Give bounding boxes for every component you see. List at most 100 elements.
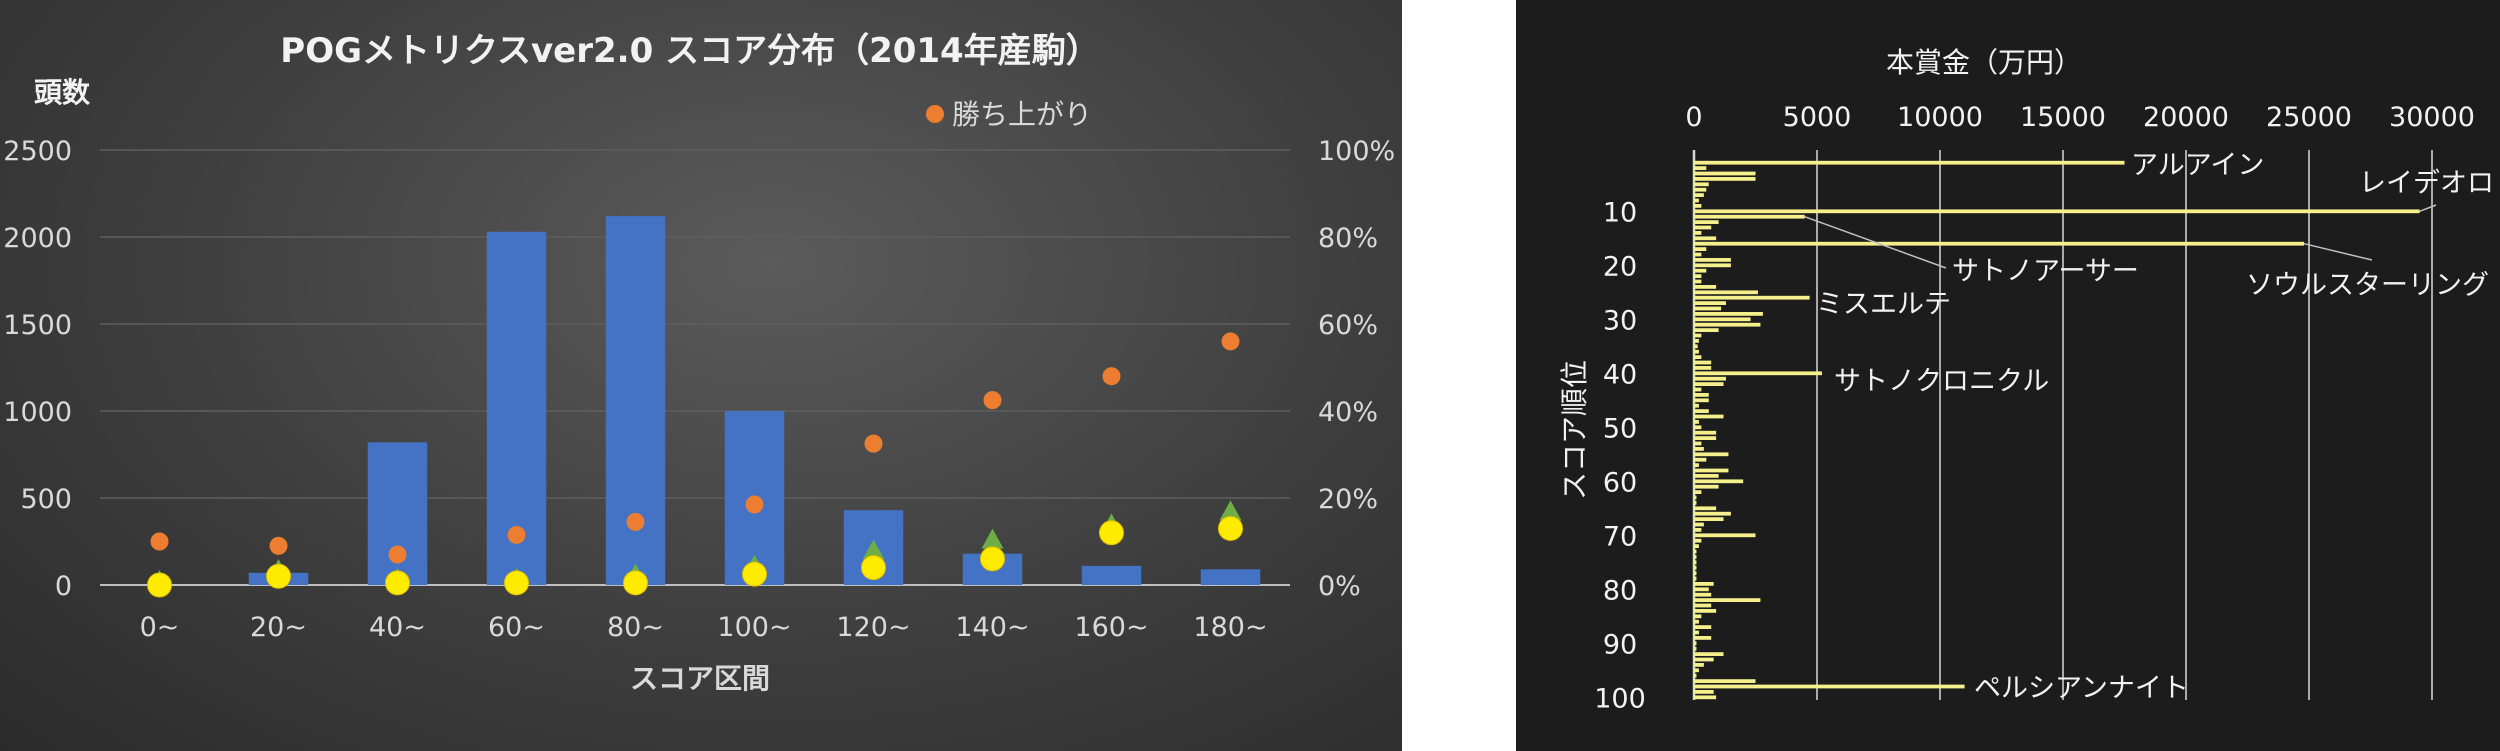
win-rate-point xyxy=(1102,367,1121,386)
x-tick-label: 5000 xyxy=(1783,102,1852,133)
triangle-point xyxy=(981,528,1004,549)
x-tick-label: 20000 xyxy=(2143,102,2229,133)
yellow-point xyxy=(504,570,529,596)
bar xyxy=(1694,160,2125,165)
x-tick-label: 30000 xyxy=(2389,102,2475,133)
bar xyxy=(1081,565,1142,585)
bar xyxy=(1694,312,1763,316)
y-tick-label: 50 xyxy=(1603,413,1637,444)
right-bars xyxy=(1694,160,2420,700)
bar xyxy=(1694,263,1731,268)
bar xyxy=(1694,490,1702,494)
bar xyxy=(1694,609,1717,613)
bar-annotation: サトノクロニクル xyxy=(1834,366,2049,397)
x-tick-label: 25000 xyxy=(2266,102,2352,133)
bar xyxy=(1694,679,1756,683)
bar xyxy=(1694,479,1744,484)
bar xyxy=(1694,236,1717,241)
yellow-point xyxy=(623,570,648,596)
yellow-point xyxy=(1099,520,1124,546)
bar xyxy=(1694,587,1709,592)
score-distribution-chart: 0 500 1000 1500 2000 2500 0% 20% 40% 60% 80% 100% 0~… xyxy=(0,0,1402,751)
win-rate-point xyxy=(150,532,169,551)
bar xyxy=(1694,528,1702,532)
bar xyxy=(1694,258,1731,262)
bar xyxy=(1694,549,1697,554)
bar xyxy=(1694,484,1719,489)
right-axis-labels: 0 5000 10000 15000 20000 25000 30000 10 20 30 40 50… xyxy=(1594,102,2475,714)
bar xyxy=(1694,231,1702,235)
bar xyxy=(1694,614,1702,619)
bar xyxy=(1694,506,1717,511)
win-rate-point xyxy=(1221,332,1240,351)
x-tick-label: 100~ xyxy=(717,612,791,643)
bar-annotation: ソウルスターリング xyxy=(2246,270,2489,301)
bar xyxy=(1694,182,1709,187)
y2-tick-label: 40% xyxy=(1318,397,1378,428)
yellow-point xyxy=(980,546,1005,572)
bar xyxy=(1694,565,1697,570)
legend-label-win: 勝ち上がり xyxy=(952,98,1092,131)
bar xyxy=(1694,387,1702,392)
bar xyxy=(1694,339,1699,343)
y-tick-label: 2000 xyxy=(3,223,72,254)
y-tick-label: 30 xyxy=(1603,305,1637,336)
bar xyxy=(1694,328,1719,332)
x-tick-label: 160~ xyxy=(1074,612,1148,643)
bar xyxy=(1694,582,1714,586)
bar-annotation: ミスエルテ xyxy=(1816,289,1951,320)
leader-line xyxy=(2303,242,2373,261)
bar xyxy=(1694,371,1822,376)
bar xyxy=(1694,409,1709,413)
bar xyxy=(1694,204,1702,208)
bar xyxy=(1694,457,1707,462)
y-tick-label: 100 xyxy=(1594,683,1646,714)
bar xyxy=(1694,344,1698,349)
bar xyxy=(1694,360,1712,365)
yellow-point xyxy=(147,572,172,598)
win-rate-point xyxy=(269,536,288,555)
yellow-point xyxy=(385,570,410,596)
bar xyxy=(1694,290,1758,295)
bar-annotation: サトノアーサー xyxy=(1952,256,2139,287)
y2-tick-label: 100% xyxy=(1318,136,1395,167)
bar xyxy=(1694,349,1699,354)
bar xyxy=(1694,187,1707,192)
bar xyxy=(1694,252,1702,257)
x-tick-label: 120~ xyxy=(836,612,910,643)
bar xyxy=(1694,436,1717,440)
bar xyxy=(1694,441,1702,446)
bar xyxy=(1694,690,1714,694)
bar xyxy=(1694,430,1717,435)
legend-marker-win xyxy=(926,105,944,123)
win-rate-point xyxy=(507,525,526,544)
bar xyxy=(1694,452,1729,457)
y-axis-label: 頭数 xyxy=(34,76,91,109)
bar xyxy=(1694,463,1699,467)
y-tick-label: 10 xyxy=(1603,197,1637,228)
prize-money-svg: 0 5000 10000 15000 20000 25000 30000 10 20 30 40 50… xyxy=(1558,46,2494,714)
x-tick-label: 80~ xyxy=(607,612,664,643)
bar xyxy=(1694,673,1697,678)
bar xyxy=(1694,630,1699,635)
bar xyxy=(1694,382,1724,386)
bar xyxy=(1694,663,1704,667)
y-tick-label: 90 xyxy=(1603,629,1637,660)
x-tick-label: 15000 xyxy=(2020,102,2106,133)
x-axis-title: 本賞金（万円） xyxy=(1886,46,2082,79)
bar xyxy=(1694,571,1697,575)
bar xyxy=(367,442,428,585)
bar xyxy=(1694,517,1724,521)
bar xyxy=(1694,177,1756,181)
bar xyxy=(1694,366,1712,370)
bar xyxy=(1694,598,1761,602)
bar xyxy=(1694,576,1697,581)
left-markers xyxy=(147,332,1243,598)
y-tick-label: 1000 xyxy=(3,397,72,428)
bar xyxy=(1694,220,1719,224)
x-tick-label: 10000 xyxy=(1897,102,1983,133)
y-tick-label: 70 xyxy=(1603,521,1637,552)
bar xyxy=(1694,209,2420,214)
y-tick-label: 2500 xyxy=(3,136,72,167)
